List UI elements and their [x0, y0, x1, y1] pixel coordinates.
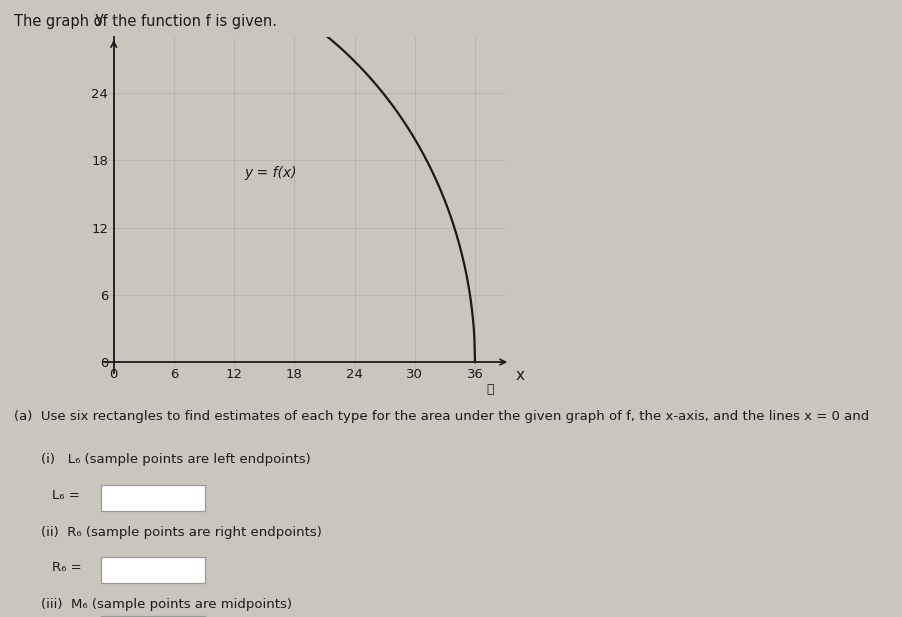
- Text: y: y: [94, 11, 103, 26]
- Text: R₆ =: R₆ =: [52, 561, 82, 574]
- Text: y = f(x): y = f(x): [244, 166, 297, 180]
- Text: (ii)  R₆ (sample points are right endpoints): (ii) R₆ (sample points are right endpoin…: [41, 526, 321, 539]
- Text: ⓘ: ⓘ: [486, 383, 493, 397]
- Text: L₆ =: L₆ =: [52, 489, 80, 502]
- Text: (a)  Use six rectangles to find estimates of each type for the area under the gi: (a) Use six rectangles to find estimates…: [14, 410, 869, 423]
- Text: x: x: [515, 368, 524, 383]
- Text: (i)   L₆ (sample points are left endpoints): (i) L₆ (sample points are left endpoints…: [41, 453, 310, 466]
- Text: (iii)  M₆ (sample points are midpoints): (iii) M₆ (sample points are midpoints): [41, 598, 291, 611]
- Text: The graph of the function f is given.: The graph of the function f is given.: [14, 14, 277, 28]
